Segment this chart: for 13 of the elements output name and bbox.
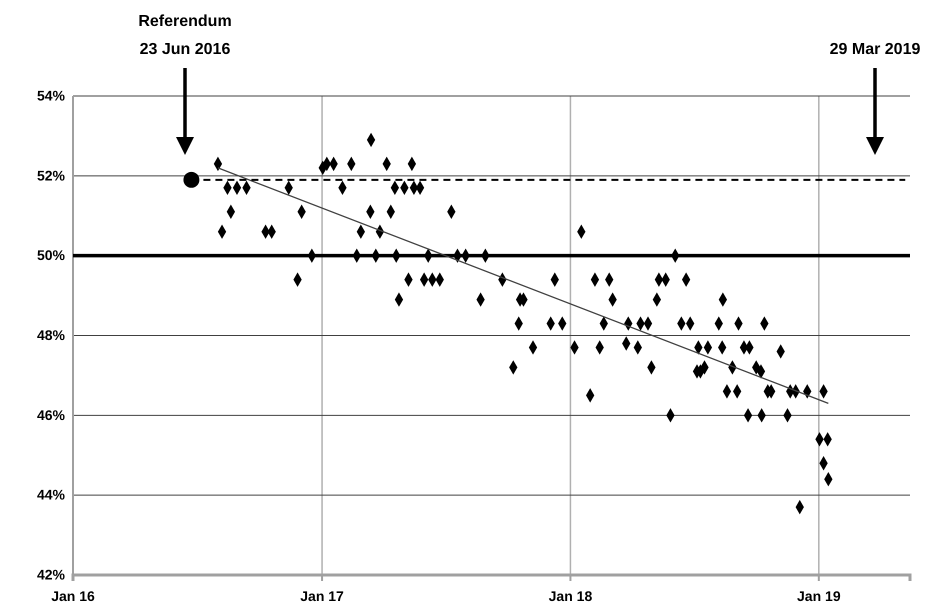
x-tick-label: Jan 18 [548,588,592,604]
x-tick-label: Jan 17 [300,588,344,604]
y-tick-label: 46% [36,406,66,423]
y-tick-label: 48% [36,326,66,343]
text: 29 Mar 2019 [830,41,920,58]
y-tick-label: 52% [36,167,66,184]
y-tick-label: 50% [36,247,66,264]
y-tick-label: 54% [36,87,66,104]
text: Referendum 23 Jun 2016 [138,13,232,58]
y-tick-label: 44% [36,486,66,503]
y-tick-label: 42% [36,566,66,582]
x-tick-label: Jan 19 [797,588,841,604]
x-tick-label: Jan 16 [51,588,96,604]
